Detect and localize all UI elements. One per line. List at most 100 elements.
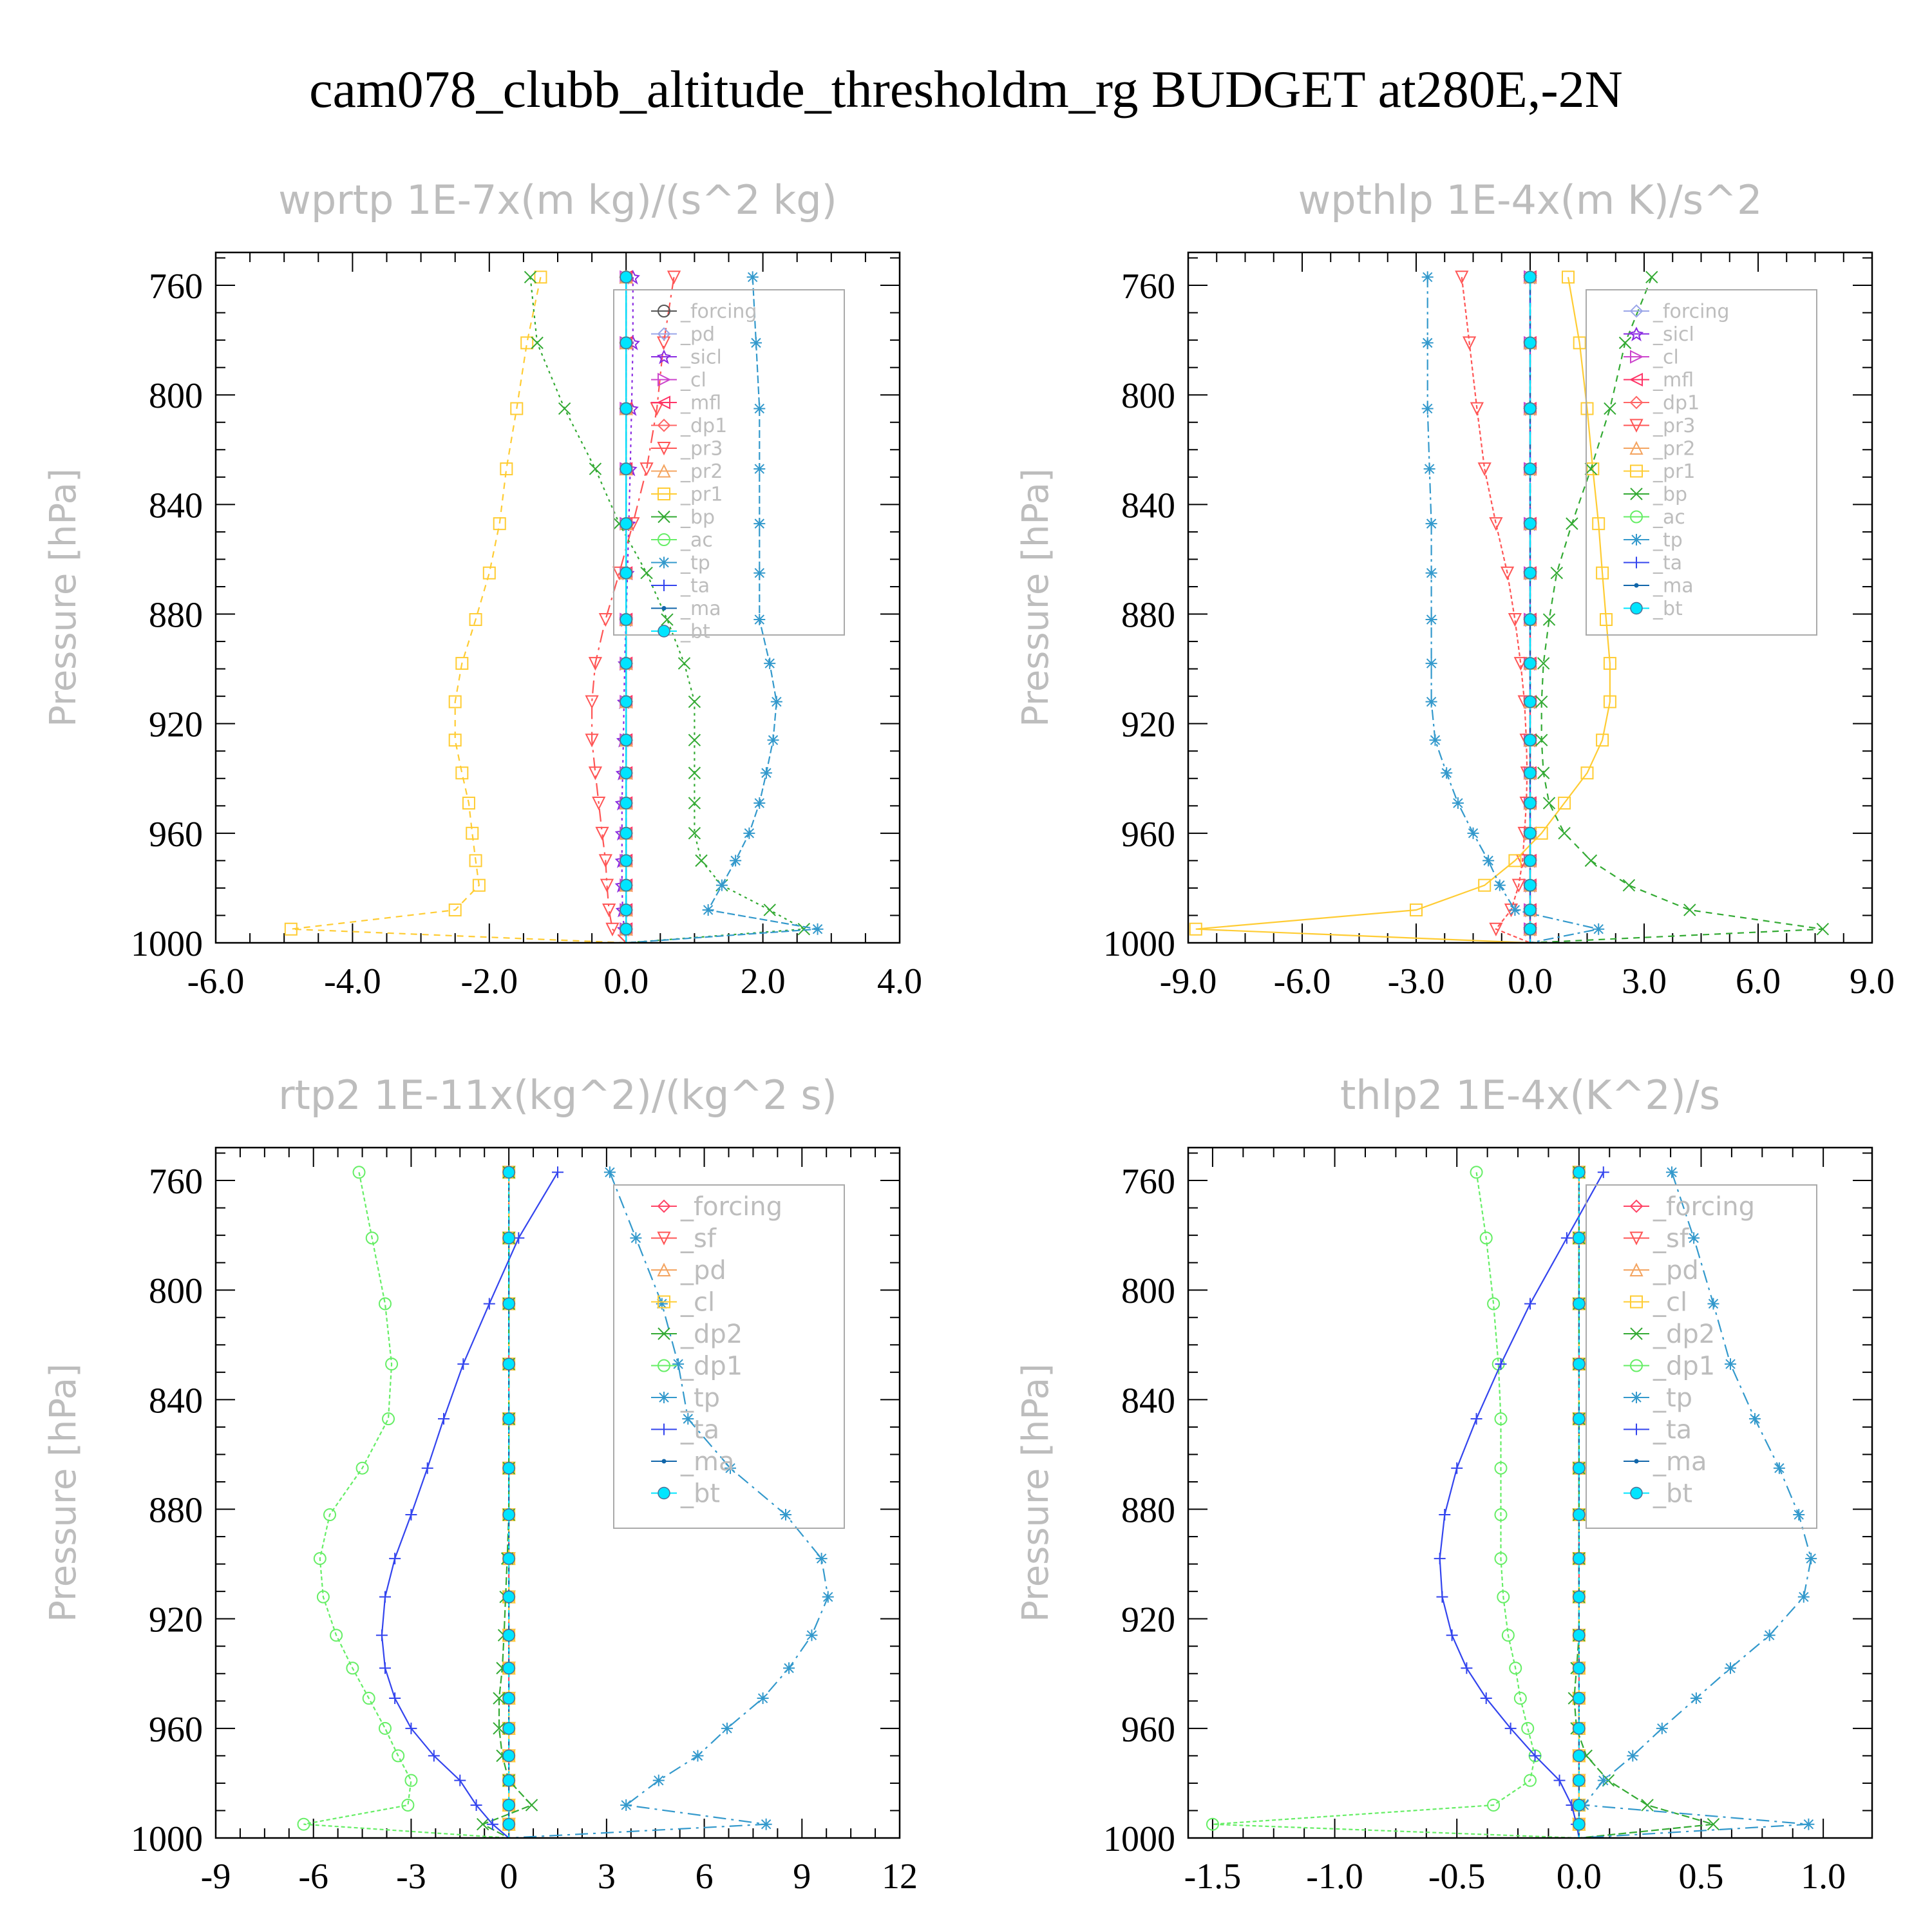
data-point	[753, 567, 766, 579]
data-point	[620, 336, 632, 350]
legend-marker	[1629, 372, 1643, 387]
data-point	[1573, 1774, 1586, 1787]
data-point	[1511, 878, 1526, 893]
data-point	[672, 1358, 685, 1370]
y-tick-label: 840	[1121, 1381, 1175, 1421]
panels: wprtp 1E-7x(m kg)/(s^2 kg) Pressure [hPa]…	[43, 176, 1895, 1897]
x-tick-label: 4.0	[877, 961, 922, 1001]
data-point	[1421, 402, 1434, 415]
data-point	[1797, 1591, 1810, 1603]
x-tick-label: 9	[793, 1857, 811, 1897]
data-point	[1487, 1297, 1501, 1311]
data-point	[1725, 1358, 1737, 1370]
chart-title: thlp2 1E-4x(K^2)/s	[1340, 1072, 1720, 1119]
data-point	[1524, 270, 1537, 284]
data-point	[1434, 1553, 1446, 1565]
data-point	[284, 922, 298, 936]
legend-label: _forcing	[680, 301, 757, 323]
legend-label: _dp2	[680, 1320, 743, 1349]
data-point	[753, 463, 766, 475]
legend-marker	[1631, 1423, 1642, 1435]
data-point	[1524, 1298, 1536, 1310]
data-point	[428, 1750, 440, 1762]
legend-marker	[658, 510, 670, 524]
data-point	[767, 734, 779, 746]
data-point	[1537, 657, 1550, 670]
data-point	[620, 734, 632, 746]
data-point	[1425, 567, 1437, 579]
legend-marker	[1629, 419, 1643, 433]
data-point	[1524, 1774, 1537, 1787]
series-line	[290, 277, 627, 943]
legend-marker	[1630, 464, 1643, 478]
data-point	[1425, 696, 1437, 708]
legend-label: _tp	[680, 552, 710, 574]
x-tick-label: 12	[882, 1857, 918, 1897]
data-point	[1509, 904, 1521, 916]
data-point	[639, 462, 654, 477]
data-point	[770, 696, 782, 708]
data-point	[688, 827, 701, 840]
page-title: cam078_clubb_altitude_thresholdm_rg BUDG…	[309, 60, 1623, 118]
data-point	[1489, 922, 1503, 936]
y-tick-label: 960	[1121, 1710, 1175, 1750]
data-point	[797, 923, 811, 936]
legend-marker	[657, 327, 671, 341]
y-tick-label: 1000	[1103, 924, 1175, 964]
data-point	[620, 1799, 632, 1811]
data-point	[483, 1298, 495, 1310]
legend-marker	[661, 606, 667, 611]
data-point	[1436, 1591, 1448, 1603]
data-point	[454, 1774, 466, 1786]
data-point	[783, 1662, 795, 1674]
data-point	[763, 904, 776, 916]
data-point	[760, 767, 772, 779]
data-point	[385, 1358, 399, 1371]
y-tick-label: 760	[149, 267, 203, 307]
plot-frame	[214, 251, 901, 944]
data-point	[382, 1412, 395, 1426]
legend-marker	[1631, 534, 1642, 545]
y-tick-label: 920	[1121, 705, 1175, 745]
data-point	[379, 1591, 391, 1603]
data-point	[1521, 1721, 1535, 1735]
data-point	[1573, 1817, 1586, 1831]
legend-marker	[657, 1199, 671, 1213]
data-point	[1805, 1553, 1817, 1565]
data-point	[780, 1509, 791, 1521]
data-point	[1206, 1817, 1219, 1831]
data-point	[1573, 1629, 1586, 1642]
data-point	[620, 922, 632, 936]
legend-label: _pd	[680, 323, 715, 346]
data-point	[1524, 797, 1537, 810]
legend-label: _cl	[1653, 346, 1679, 369]
legend-box	[613, 289, 845, 636]
y-tick-label: 800	[149, 376, 203, 416]
plot-area	[1189, 270, 1830, 943]
data-point	[1513, 1692, 1527, 1705]
series-line	[626, 277, 818, 943]
chart-panel-3: rtp2 1E-11x(kg^2)/(kg^2 s) Pressure [hPa]…	[43, 1072, 918, 1897]
data-point	[1600, 613, 1613, 627]
legend-marker	[1630, 488, 1643, 500]
data-point	[1573, 1692, 1586, 1705]
data-point	[1573, 1297, 1586, 1311]
data-point	[743, 827, 755, 839]
data-point	[1656, 1722, 1668, 1734]
data-point	[448, 695, 462, 708]
y-tick-label: 920	[1121, 1600, 1175, 1640]
y-tick-label: 880	[1121, 596, 1175, 636]
data-point	[1690, 1692, 1702, 1705]
plot-area	[297, 1165, 834, 1838]
legend-marker	[1630, 1295, 1643, 1309]
legend-label: _ta	[680, 1416, 719, 1445]
legend-marker	[1629, 1231, 1643, 1245]
legend-marker	[1630, 1359, 1643, 1372]
data-point	[1425, 518, 1437, 530]
data-point	[502, 1231, 515, 1245]
legend-label: _dp1	[680, 415, 727, 437]
y-tick-label: 760	[1121, 267, 1175, 307]
data-point	[1513, 657, 1528, 671]
chart-title: wprtp 1E-7x(m kg)/(s^2 kg)	[278, 176, 837, 223]
data-point	[1467, 827, 1479, 839]
